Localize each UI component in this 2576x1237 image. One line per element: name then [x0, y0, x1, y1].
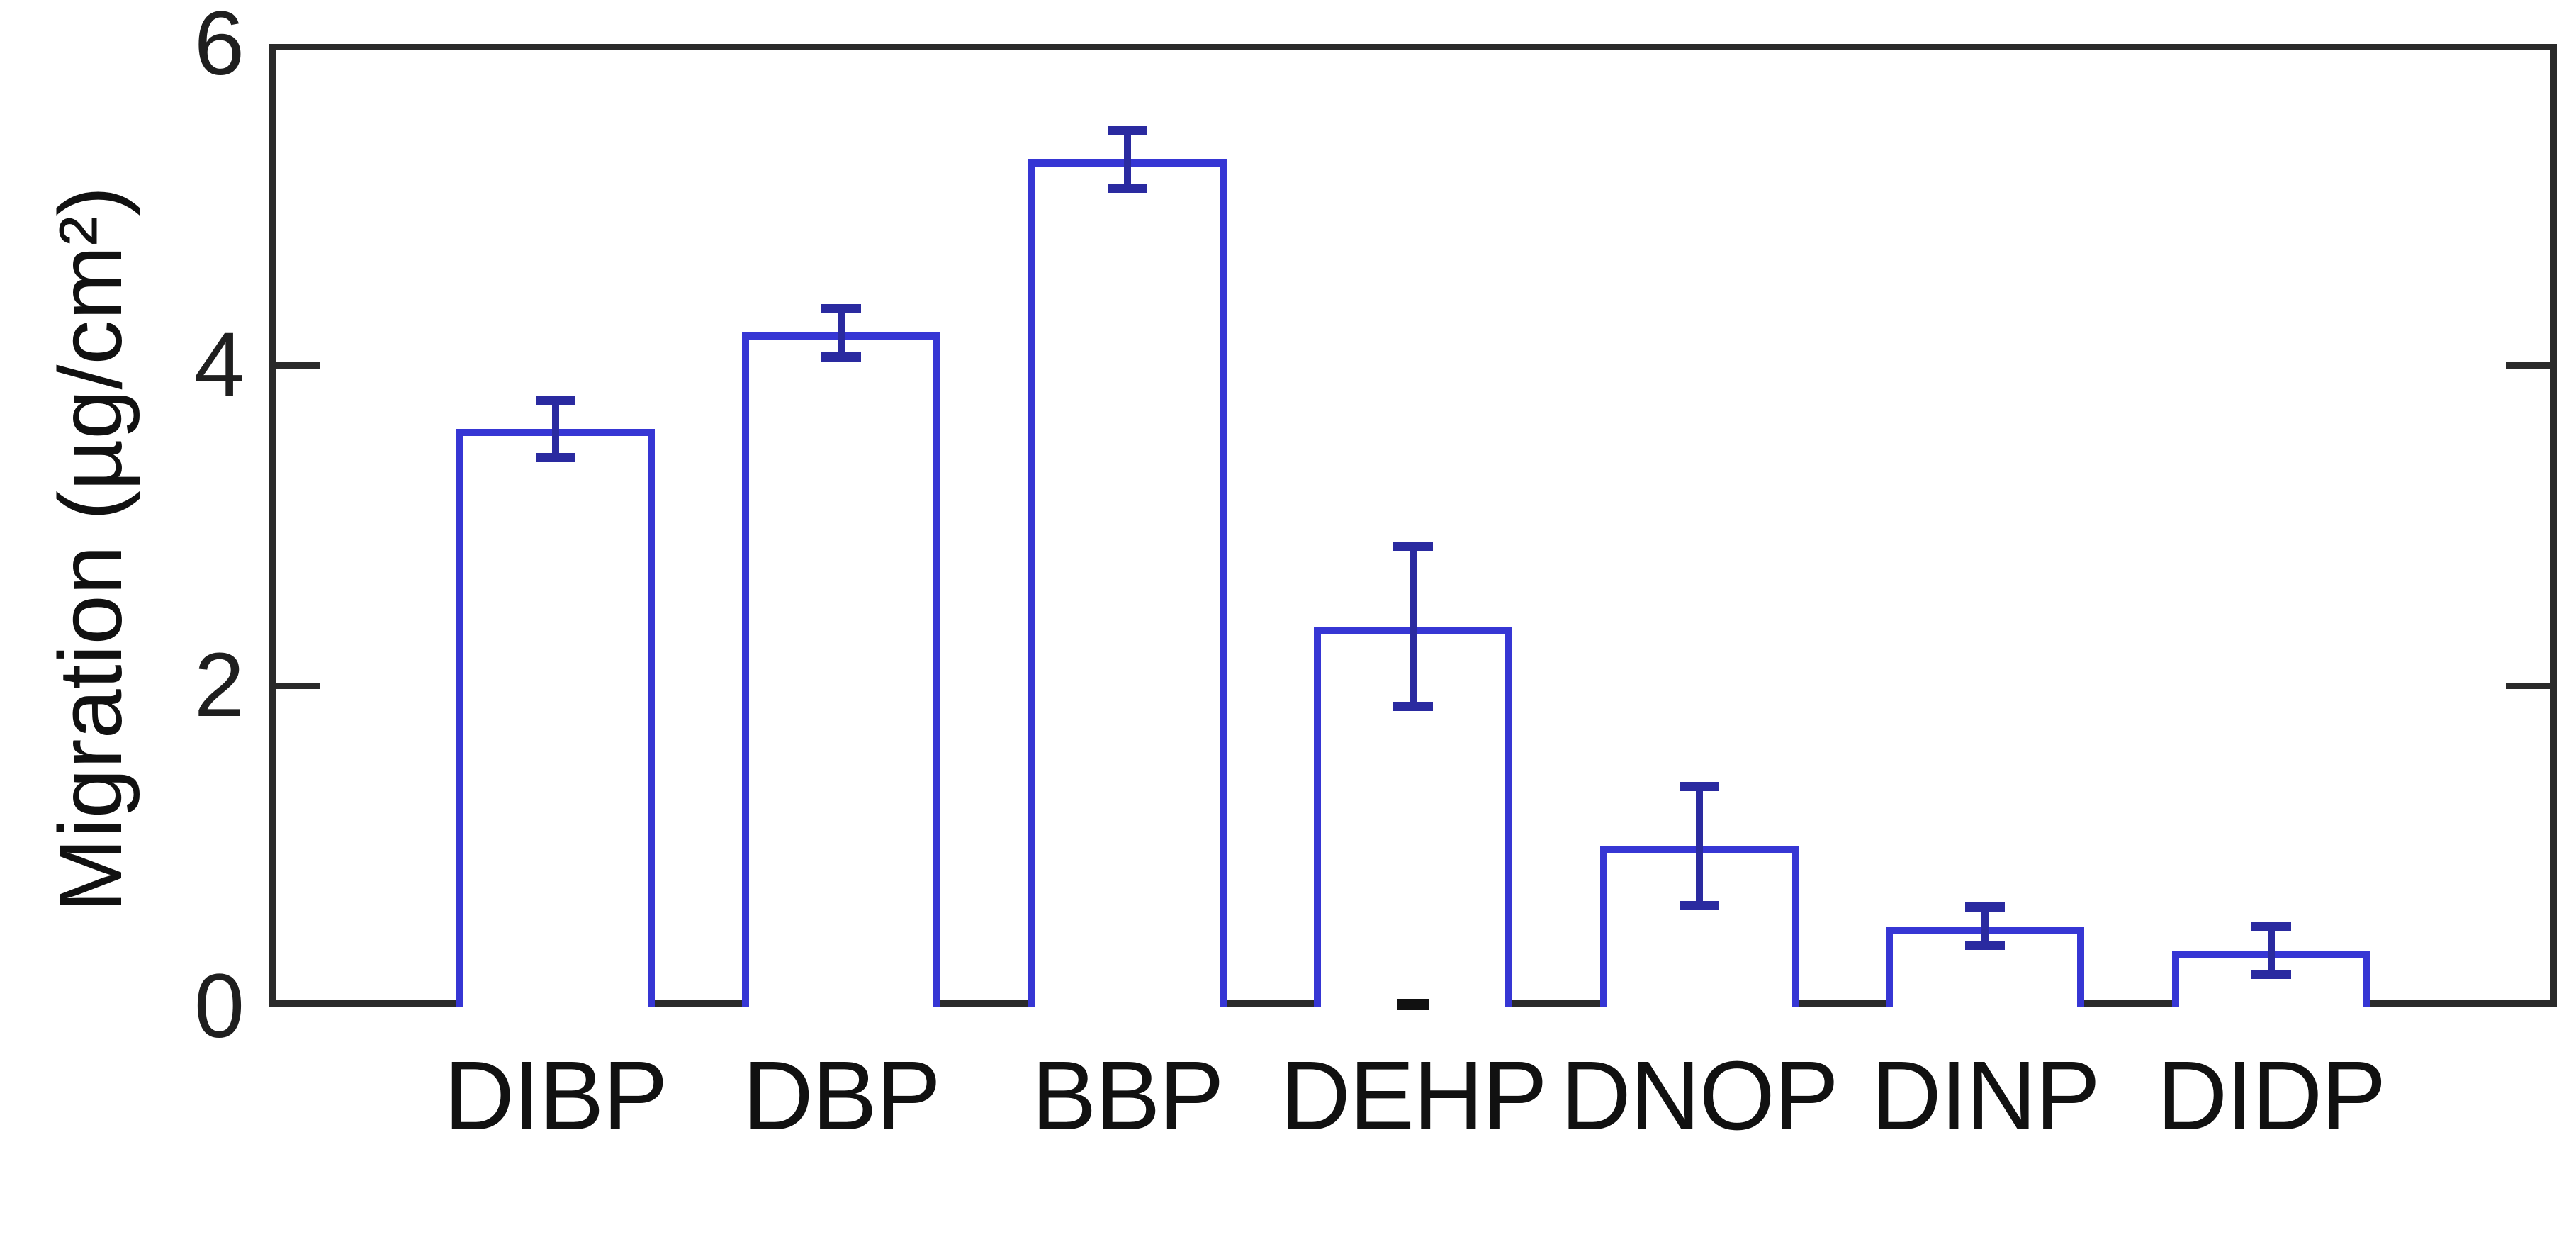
error-cap-top-bbp	[1107, 125, 1147, 135]
error-cap-bottom-didp	[2251, 970, 2291, 980]
error-bar-didp	[2267, 926, 2275, 975]
y-tick-label-6: 6	[193, 0, 244, 94]
y-tick-mark-left-2	[269, 683, 320, 690]
error-cap-bottom-dehp	[1393, 702, 1433, 712]
x-tick-label-bbp: BBP	[1031, 1041, 1224, 1151]
error-cap-bottom-bbp	[1107, 184, 1147, 194]
error-cap-bottom-dibp	[535, 453, 575, 463]
y-axis-label: Migration (µg/cm²)	[40, 186, 140, 913]
error-cap-top-dbp	[821, 303, 861, 313]
error-bar-bbp	[1123, 130, 1131, 189]
y-tick-mark-left-4	[269, 362, 320, 369]
y-tick-label-2: 2	[193, 634, 244, 737]
bar-bbp	[1028, 159, 1227, 1007]
x-tick-label-didp: DIDP	[2156, 1041, 2387, 1151]
x-tick-label-dnop: DNOP	[1560, 1041, 1839, 1151]
error-cap-top-dehp	[1393, 541, 1433, 551]
error-cap-bottom-dnop	[1679, 900, 1719, 910]
plot-area	[269, 44, 2557, 1010]
error-bar-dnop	[1695, 786, 1703, 906]
error-cap-top-didp	[2251, 922, 2291, 931]
error-bar-dehp	[1410, 546, 1417, 707]
error-cap-top-dnop	[1679, 782, 1719, 792]
x-tick-label-dehp: DEHP	[1280, 1041, 1547, 1151]
x-tick-label-dinp: DINP	[1871, 1041, 2100, 1151]
x-axis-center-tick	[1397, 999, 1429, 1010]
y-tick-label-4: 4	[193, 313, 244, 415]
error-bar-dinp	[1981, 907, 1989, 946]
x-tick-label-dibp: DIBP	[444, 1041, 668, 1151]
bar-dbp	[742, 332, 940, 1007]
bar-dibp	[456, 429, 655, 1007]
error-cap-top-dinp	[1965, 902, 2005, 912]
error-cap-bottom-dinp	[1965, 941, 2005, 951]
x-tick-label-dbp: DBP	[743, 1041, 941, 1151]
error-bar-dibp	[551, 400, 559, 458]
error-cap-bottom-dbp	[821, 352, 861, 362]
y-tick-mark-right-2	[2506, 683, 2557, 690]
error-bar-dbp	[838, 308, 845, 357]
y-tick-label-0: 0	[193, 956, 244, 1057]
y-tick-mark-right-4	[2506, 362, 2557, 369]
error-cap-top-dibp	[535, 395, 575, 405]
